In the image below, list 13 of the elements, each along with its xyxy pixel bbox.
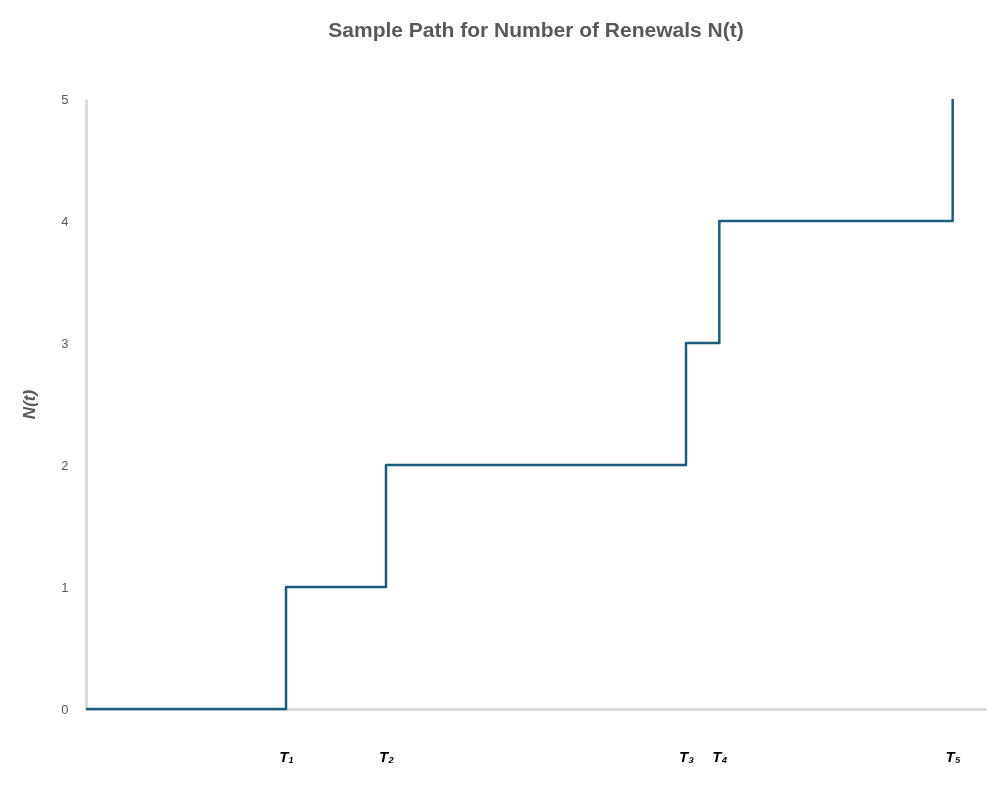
y-tick-label: 0 [61,701,69,717]
x-tick-label: T₁ [279,747,294,765]
y-tick-label: 3 [61,335,69,351]
y-tick-label: 2 [61,457,69,473]
chart-title: Sample Path for Number of Renewals N(t) [328,18,744,41]
x-tick-label: T₄ [712,747,728,765]
y-tick-label: 5 [61,91,69,107]
x-tick-label: T₃ [679,747,695,765]
y-axis-title: N(t) [20,389,40,420]
y-tick-label: 1 [61,579,69,595]
y-tick-label: 4 [61,213,69,229]
x-tick-label: T₅ [945,747,961,765]
x-tick-label: T₂ [379,747,395,765]
